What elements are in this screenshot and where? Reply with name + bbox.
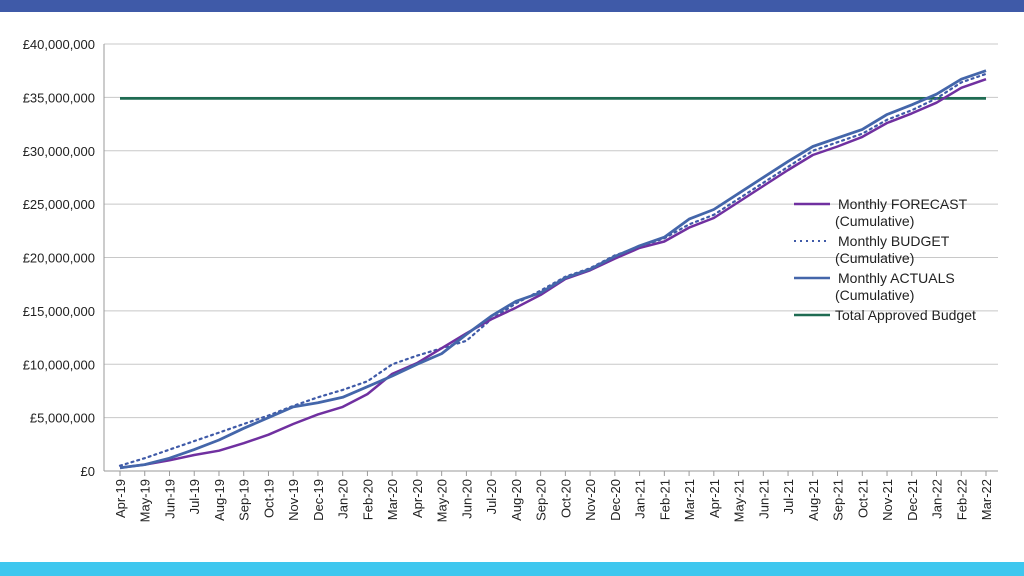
y-tick-label: £25,000,000 — [23, 197, 95, 212]
y-tick-label: £10,000,000 — [23, 357, 95, 372]
x-tick-label: Feb-21 — [657, 479, 672, 520]
x-tick-label: Aug-19 — [212, 479, 227, 521]
x-tick-label: Sep-21 — [831, 479, 846, 521]
x-tick-label: May-21 — [732, 479, 747, 522]
x-tick-label: Jul-19 — [187, 479, 202, 514]
y-axis-tick-labels: £0 £5,000,000 £10,000,000 £15,000,000 £20,00… — [23, 37, 95, 479]
x-tick-label: Jan-20 — [336, 479, 351, 519]
legend-label-sub: (Cumulative) — [835, 250, 914, 266]
x-tick-label: Apr-19 — [113, 479, 128, 518]
x-tick-label: Sep-20 — [534, 479, 549, 521]
x-tick-label: Dec-19 — [311, 479, 326, 521]
x-tick-label: May-19 — [138, 479, 153, 522]
x-tick-label: Jul-20 — [484, 479, 499, 514]
legend-label: Monthly ACTUALS — [838, 270, 955, 286]
x-tick-label: Nov-19 — [286, 479, 301, 521]
x-tick-label: Apr-21 — [707, 479, 722, 518]
x-tick-label: Aug-21 — [806, 479, 821, 521]
x-tick-label: Jun-21 — [756, 479, 771, 519]
legend: Monthly FORECAST(Cumulative)Monthly BUDG… — [794, 196, 976, 323]
x-tick-label: Jan-21 — [633, 479, 648, 519]
series-line-monthly-actuals — [119, 69, 987, 470]
x-tick-label: Jun-20 — [459, 479, 474, 519]
y-tick-label: £15,000,000 — [23, 304, 95, 319]
legend-label-sub: (Cumulative) — [835, 213, 914, 229]
x-tick-label: Feb-20 — [360, 479, 375, 520]
series-lines — [118, 69, 988, 470]
x-tick-label: Dec-20 — [608, 479, 623, 521]
legend-label: Total Approved Budget — [835, 307, 976, 323]
x-tick-label: Dec-21 — [905, 479, 920, 521]
x-tick-label: Mar-22 — [979, 479, 994, 520]
y-tick-label: £30,000,000 — [23, 144, 95, 159]
legend-label: Monthly FORECAST — [838, 196, 968, 212]
legend-label: Monthly BUDGET — [838, 233, 950, 249]
bottom-footer-bar — [0, 562, 1024, 576]
x-tick-label: Mar-21 — [682, 479, 697, 520]
x-tick-label: Jan-22 — [930, 479, 945, 519]
legend-label-sub: (Cumulative) — [835, 287, 914, 303]
x-axis-tick-labels: Apr-19 May-19 Jun-19 Jul-19 Aug-19 Sep-19 Oct-… — [113, 479, 994, 522]
y-tick-label: £0 — [81, 464, 95, 479]
x-tick-label: May-20 — [435, 479, 450, 522]
gridlines — [104, 43, 998, 419]
y-tick-label: £20,000,000 — [23, 251, 95, 266]
x-tick-label: Apr-20 — [410, 479, 425, 518]
x-tick-label: Nov-20 — [583, 479, 598, 521]
y-tick-label: £40,000,000 — [23, 37, 95, 52]
x-tick-label: Oct-20 — [558, 479, 573, 518]
series-line-monthly-forecast — [119, 78, 987, 470]
y-tick-label: £35,000,000 — [23, 90, 95, 105]
x-tick-label: Sep-19 — [237, 479, 252, 521]
x-tick-label: Oct-21 — [855, 479, 870, 518]
x-tick-label: Jun-19 — [162, 479, 177, 519]
axes — [103, 44, 998, 476]
x-tick-label: Oct-19 — [261, 479, 276, 518]
x-tick-label: Mar-20 — [385, 479, 400, 520]
x-tick-label: Aug-20 — [509, 479, 524, 521]
top-header-bar — [0, 0, 1024, 12]
y-tick-label: £5,000,000 — [30, 411, 95, 426]
x-tick-label: Feb-22 — [954, 479, 969, 520]
x-tick-label: Jul-21 — [781, 479, 796, 514]
x-tick-label: Nov-21 — [880, 479, 895, 521]
